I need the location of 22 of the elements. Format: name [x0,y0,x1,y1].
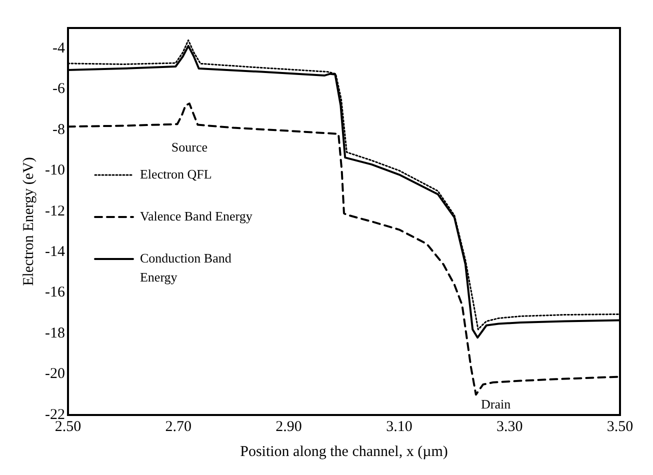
x-tick-label: 3.10 [386,418,412,435]
y-tick-label: -20 [44,366,65,382]
x-tick-label: 2.90 [276,418,302,435]
y-tick-label: -14 [44,244,66,260]
annotation: Drain [480,396,512,412]
y-tick-label: -18 [44,325,65,342]
annotation: Source [171,139,208,154]
x-axis-title: Position along the channel, x (µm) [240,444,448,460]
y-tick-label: -12 [44,203,65,220]
x-tick-label: 3.50 [606,418,634,435]
x-tick-label: 2.50 [54,418,82,435]
legend-label: Conduction Band Energy [140,250,232,284]
y-tick-label: -10 [44,162,65,179]
y-tick-label: -8 [52,122,65,138]
y-axis-title: Electron Energy (eV) [20,157,37,286]
legend-label: Electron QFL [140,166,212,182]
x-tick-label: 2.70 [165,418,192,435]
y-tick-label: -16 [44,284,66,301]
legend-label: Valence Band Energy [140,208,253,224]
x-tick-label: 3.30 [496,418,523,435]
y-tick-label: -4 [52,40,66,56]
y-tick-label: -6 [52,81,66,98]
